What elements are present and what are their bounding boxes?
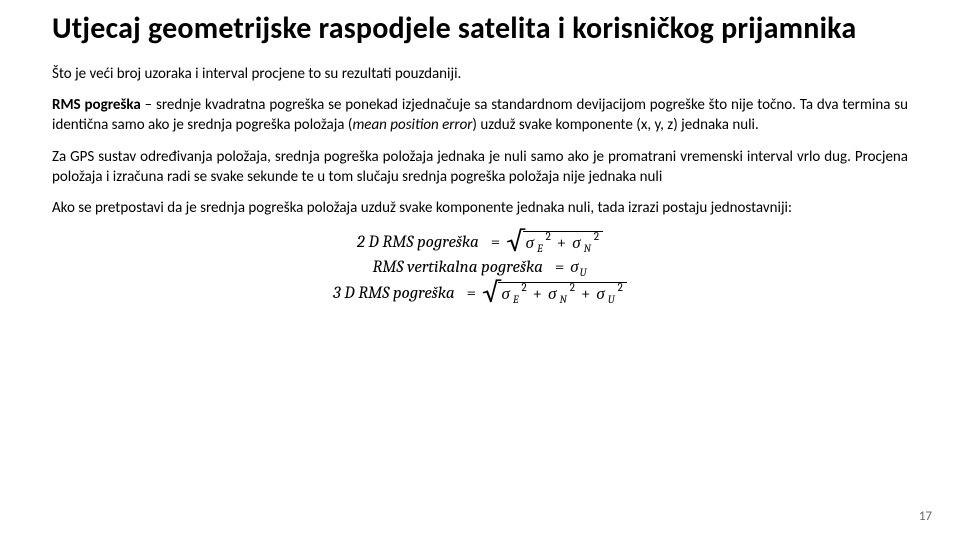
sigma: σ — [548, 286, 556, 303]
sigma: σ — [501, 286, 509, 303]
sigma: σ — [596, 286, 604, 303]
equals-sign: = — [491, 234, 500, 251]
subscript-u: U — [580, 267, 587, 278]
formula-vertical-rms: RMS vertikalna pogreška = σU — [372, 259, 587, 276]
sqrt-2d: √ σE2 + σN2 — [506, 231, 603, 253]
superscript-2: 2 — [546, 231, 551, 242]
subscript-u: U — [608, 294, 615, 305]
superscript-2: 2 — [570, 282, 575, 293]
rms-label: RMS pogreška — [52, 96, 141, 114]
superscript-2: 2 — [521, 282, 526, 293]
subscript-e: E — [537, 243, 543, 254]
radical-icon: √ — [482, 281, 500, 303]
formula-2d-rms: 2 D RMS pogreška = √ σE2 + σN2 — [357, 231, 603, 253]
paragraph-2: RMS pogreška – srednje kvadratna pogrešk… — [52, 96, 908, 136]
subscript-n: N — [559, 294, 566, 305]
slide: Utjecaj geometrijske raspodjele satelita… — [0, 0, 960, 540]
superscript-2: 2 — [618, 282, 623, 293]
formula-3d-rms: 3 D RMS pogreška = √ σE2 + σN2 + σU2 — [333, 282, 627, 304]
paragraph-1: Što je veći broj uzoraka i interval proc… — [52, 65, 908, 85]
page-number: 17 — [919, 509, 932, 524]
slide-title: Utjecaj geometrijske raspodjele satelita… — [52, 12, 908, 47]
plus-sign: + — [581, 286, 590, 303]
formula-block: 2 D RMS pogreška = √ σE2 + σN2 RMS verti… — [52, 231, 908, 304]
sigma: σ — [526, 235, 534, 252]
equals-sign: = — [555, 259, 564, 276]
subscript-e: E — [513, 294, 519, 305]
paragraph-4: Ako se pretpostavi da je srednja pogrešk… — [52, 199, 908, 219]
subscript-n: N — [584, 243, 591, 254]
radical-icon: √ — [506, 230, 524, 252]
formula-2d-lhs: 2 D RMS pogreška — [357, 234, 479, 251]
superscript-2: 2 — [594, 231, 599, 242]
formula-vert-lhs: RMS vertikalna pogreška — [372, 259, 542, 276]
sigma: σ — [570, 259, 578, 276]
radicand-3d: σE2 + σN2 + σU2 — [498, 282, 626, 304]
plus-sign: + — [533, 286, 542, 303]
paragraph-3: Za GPS sustav određivanja položaja, sred… — [52, 148, 908, 188]
equals-sign: = — [467, 285, 476, 302]
formula-3d-lhs: 3 D RMS pogreška — [333, 285, 455, 302]
sqrt-3d: √ σE2 + σN2 + σU2 — [482, 282, 627, 304]
plus-sign: + — [557, 235, 566, 252]
sigma: σ — [572, 235, 580, 252]
mean-position-error-italic: mean position error — [352, 116, 472, 134]
paragraph-2-text-b: ) uzduž svake komponente (x, y, z) jedna… — [472, 116, 758, 134]
radicand-2d: σE2 + σN2 — [523, 231, 603, 253]
